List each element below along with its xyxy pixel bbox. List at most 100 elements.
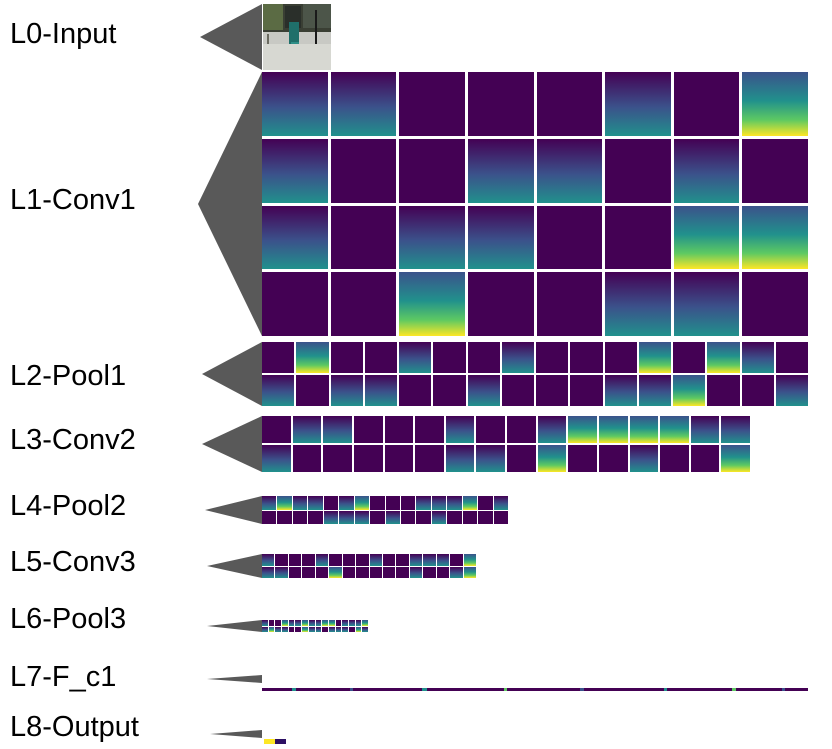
feature-map: [335, 620, 342, 626]
output-activation: [264, 731, 286, 744]
feature-map: [295, 626, 302, 632]
layer-label-conv1: L1-Conv1: [10, 184, 136, 216]
feature-map: [262, 445, 291, 472]
feature-map: [262, 342, 295, 373]
feature-map: [467, 375, 500, 406]
funnel-arrow-pool2: [205, 496, 262, 524]
feature-map: [536, 205, 603, 270]
feature-map: [409, 566, 423, 578]
feature-map: [742, 138, 808, 203]
layer-label-conv3: L5-Conv3: [10, 546, 136, 578]
feature-map: [277, 510, 292, 524]
feature-map: [415, 416, 444, 443]
conv2-feature-maps: [262, 416, 750, 472]
feature-map: [339, 510, 354, 524]
feature-map: [302, 566, 315, 578]
feature-map: [295, 620, 302, 626]
feature-map: [467, 205, 534, 270]
feature-map: [445, 416, 475, 443]
feature-map: [629, 416, 659, 443]
feature-map: [292, 416, 322, 443]
conv1-feature-maps: [262, 72, 808, 336]
feature-map: [370, 496, 385, 510]
feature-map: [262, 138, 328, 203]
feature-map: [536, 375, 569, 406]
feature-map: [447, 496, 462, 510]
feature-map: [296, 342, 329, 373]
feature-map: [409, 554, 423, 566]
feature-map: [396, 554, 409, 566]
feature-map: [605, 272, 671, 336]
feature-map: [568, 445, 597, 472]
feature-map: [415, 445, 444, 472]
feature-map: [356, 554, 369, 566]
feature-map: [355, 626, 362, 632]
feature-map: [384, 445, 414, 472]
funnel-arrow-input: [200, 4, 262, 70]
feature-map: [568, 416, 597, 443]
feature-map: [445, 445, 475, 472]
feature-map: [275, 620, 282, 626]
layer-label-pool1: L2-Pool1: [10, 360, 127, 392]
feature-map: [450, 566, 463, 578]
feature-map: [329, 566, 342, 578]
feature-map: [399, 72, 465, 136]
feature-map: [335, 626, 342, 632]
feature-map: [385, 496, 400, 510]
feature-map: [478, 496, 493, 510]
feature-map: [275, 566, 288, 578]
pool1-feature-maps: [262, 342, 808, 406]
fc1-activation-strip: [262, 678, 808, 691]
feature-map: [400, 496, 416, 510]
feature-map: [308, 626, 315, 632]
feature-map: [423, 566, 436, 578]
feature-map: [282, 620, 288, 626]
funnel-arrow-conv1: [198, 72, 262, 336]
feature-map: [262, 566, 275, 578]
feature-map: [262, 510, 277, 524]
feature-map: [288, 554, 302, 566]
feature-map: [604, 375, 637, 406]
feature-map: [463, 566, 476, 578]
feature-map: [262, 496, 277, 510]
feature-map: [399, 138, 465, 203]
feature-map: [536, 72, 603, 136]
feature-map: [302, 626, 308, 632]
feature-map: [302, 554, 315, 566]
feature-map: [342, 554, 356, 566]
feature-map: [315, 626, 322, 632]
layer-label-input: L0-Input: [10, 18, 117, 50]
feature-map: [277, 496, 292, 510]
feature-map: [328, 620, 335, 626]
feature-map: [690, 445, 720, 472]
feature-map: [741, 342, 774, 373]
feature-map: [292, 445, 322, 472]
feature-map: [330, 72, 397, 136]
funnel-arrow-conv3: [207, 554, 262, 578]
feature-map: [322, 620, 328, 626]
feature-map: [462, 496, 478, 510]
feature-map: [328, 626, 335, 632]
feature-map: [353, 445, 383, 472]
feature-map: [416, 510, 431, 524]
layer-label-pool3: L6-Pool3: [10, 603, 127, 635]
pool3-feature-maps: [262, 620, 368, 632]
funnel-arrow-pool1: [202, 342, 262, 406]
feature-map: [288, 620, 295, 626]
feature-map: [342, 626, 348, 632]
feature-map: [364, 342, 397, 373]
feature-map: [493, 496, 508, 510]
feature-map: [399, 375, 432, 406]
feature-map: [673, 205, 740, 270]
feature-map: [536, 342, 569, 373]
feature-map: [399, 205, 465, 270]
feature-map: [362, 620, 368, 626]
feature-map: [638, 342, 671, 373]
feature-map: [370, 510, 385, 524]
feature-map: [353, 416, 383, 443]
feature-map: [707, 342, 740, 373]
feature-map: [369, 566, 382, 578]
feature-map: [296, 375, 329, 406]
feature-map: [775, 375, 808, 406]
feature-map: [262, 205, 328, 270]
